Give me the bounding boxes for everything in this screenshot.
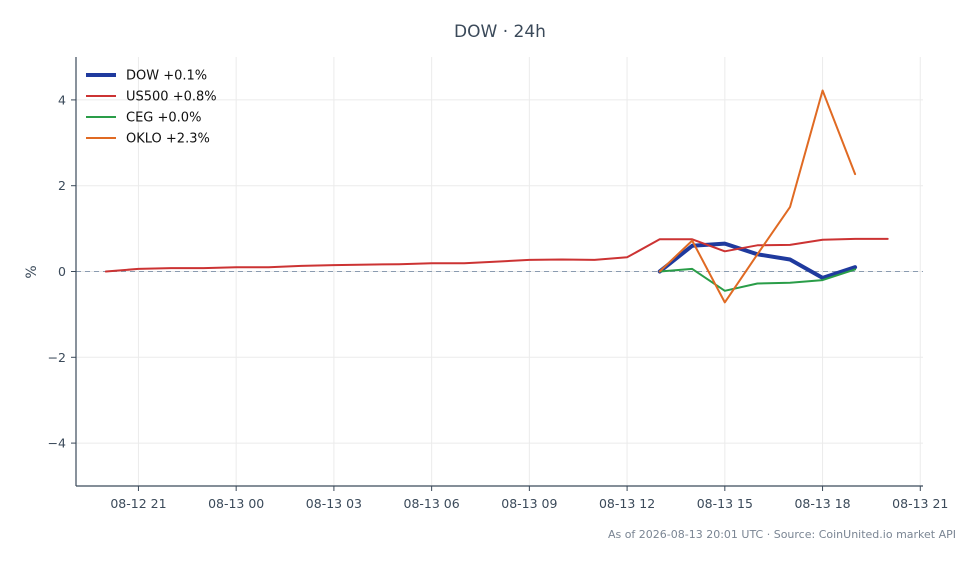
legend-label-oklo: OKLO +2.3%: [126, 132, 210, 147]
series-line-ceg: [658, 267, 857, 292]
legend-label-ceg: CEG +0.0%: [126, 111, 201, 126]
y-tick-label: −4: [48, 436, 66, 451]
y-tick-label: −2: [48, 350, 66, 365]
chart-title: DOW · 24h: [454, 22, 546, 42]
x-tick-label: 08-13 15: [697, 496, 753, 511]
series-line-oklo: [658, 89, 857, 304]
x-tick-label: 08-13 06: [404, 496, 460, 511]
y-tick-label: 4: [58, 92, 66, 107]
series-lines: [104, 89, 889, 304]
y-tick-label: 2: [58, 178, 66, 193]
x-tick-label: 08-13 18: [794, 496, 850, 511]
y-axis-label: %: [24, 265, 40, 278]
tick-labels: 08-12 21 08-13 00 08-13 03 08-13 06 08-13 09…: [48, 92, 949, 511]
footer-source: As of 2026-08-13 20:01 UTC · Source: Coi…: [608, 528, 956, 541]
legend: DOW +0.1% US500 +0.8% CEG +0.0% OKLO +2.3%: [86, 69, 217, 147]
axes: [71, 57, 923, 491]
x-tick-label: 08-13 03: [306, 496, 362, 511]
series-line-us500: [104, 237, 889, 273]
x-tick-label: 08-13 09: [501, 496, 557, 511]
series-line-dow: [657, 241, 858, 280]
x-tick-label: 08-13 21: [892, 496, 948, 511]
x-tick-label: 08-13 12: [599, 496, 655, 511]
x-tick-label: 08-12 21: [110, 496, 166, 511]
x-tick-label: 08-13 00: [208, 496, 264, 511]
legend-label-us500: US500 +0.8%: [126, 90, 217, 105]
y-tick-label: 0: [58, 264, 66, 279]
legend-label-dow: DOW +0.1%: [126, 69, 207, 84]
